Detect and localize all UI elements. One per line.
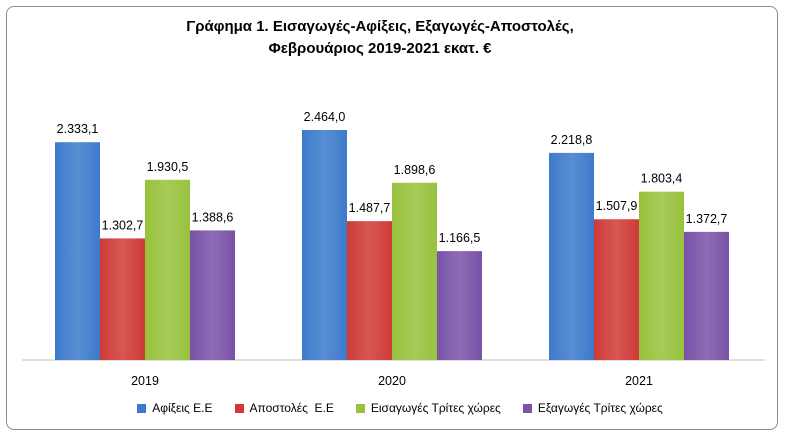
bar-2020-series-1 — [347, 221, 392, 360]
data-label-2019-series-3: 1.388,6 — [192, 210, 234, 224]
bar-2019-series-1 — [100, 238, 145, 360]
data-label-2021-series-1: 1.507,9 — [596, 199, 638, 213]
legend-swatch-exports-third — [522, 403, 532, 413]
data-label-2020-series-2: 1.898,6 — [394, 163, 436, 177]
bar-2021-series-3 — [684, 231, 729, 360]
legend-label-exports-third: Εξαγωγές Τρίτες χώρες — [537, 401, 663, 415]
data-label-2021-series-3: 1.372,7 — [686, 212, 728, 226]
data-label-2019-series-1: 1.302,7 — [102, 218, 144, 232]
chart-title-line-1: Γράφημα 1. Εισαγωγές-Αφίξεις, Εξαγωγές-Α… — [186, 18, 574, 35]
x-tick-label-2019: 2019 — [131, 374, 159, 388]
x-tick-label-2020: 2020 — [378, 374, 406, 388]
data-label-2020-series-0: 2.464,0 — [304, 110, 346, 124]
data-label-2020-series-1: 1.487,7 — [349, 201, 391, 215]
chart-title-line-2: Φεβρουάριος 2019-2021 εκατ. € — [268, 40, 492, 57]
bar-2020-series-2 — [392, 182, 437, 360]
bar-2019-series-2 — [145, 179, 190, 360]
bar-2021-series-0 — [549, 152, 594, 360]
legend-item-exports-third: Εξαγωγές Τρίτες χώρες — [522, 401, 663, 415]
bar-2021-series-2 — [639, 191, 684, 360]
bar-2021-series-1 — [594, 219, 639, 360]
legend-swatch-imports-third — [355, 403, 365, 413]
legend-item-imports-third: Εισαγωγές Τρίτες χώρες — [355, 401, 501, 415]
bar-2019-series-0 — [55, 142, 100, 360]
legend-swatch-dispatches-eu — [234, 403, 244, 413]
data-label-2020-series-3: 1.166,5 — [439, 231, 481, 245]
bar-2020-series-0 — [302, 130, 347, 360]
data-label-2021-series-2: 1.803,4 — [641, 172, 683, 186]
chart-title: Γράφημα 1. Εισαγωγές-Αφίξεις, Εξαγωγές-Α… — [0, 16, 760, 60]
data-label-2019-series-2: 1.930,5 — [147, 160, 189, 174]
legend-label-imports-third: Εισαγωγές Τρίτες χώρες — [370, 401, 501, 415]
bar-2020-series-3 — [437, 251, 482, 360]
legend-item-arrivals-eu: Αφίξεις Ε.Ε — [137, 401, 213, 415]
legend-item-dispatches-eu: Αποστολές Ε.Ε — [234, 401, 334, 415]
chart-legend: Αφίξεις Ε.Ε Αποστολές Ε.Ε Εισαγωγές Τρίτ… — [0, 401, 800, 415]
x-tick-label-2021: 2021 — [625, 374, 653, 388]
data-label-2019-series-0: 2.333,1 — [57, 122, 99, 136]
data-label-2021-series-0: 2.218,8 — [551, 133, 593, 147]
bar-chart: 2.333,1 1.302,7 1.930,5 1.388,6 2019 2.464,0 1… — [22, 110, 765, 388]
bar-2019-series-3 — [190, 230, 235, 360]
legend-label-dispatches-eu: Αποστολές Ε.Ε — [249, 401, 334, 415]
legend-swatch-arrivals-eu — [137, 403, 147, 413]
legend-label-arrivals-eu: Αφίξεις Ε.Ε — [152, 401, 213, 415]
